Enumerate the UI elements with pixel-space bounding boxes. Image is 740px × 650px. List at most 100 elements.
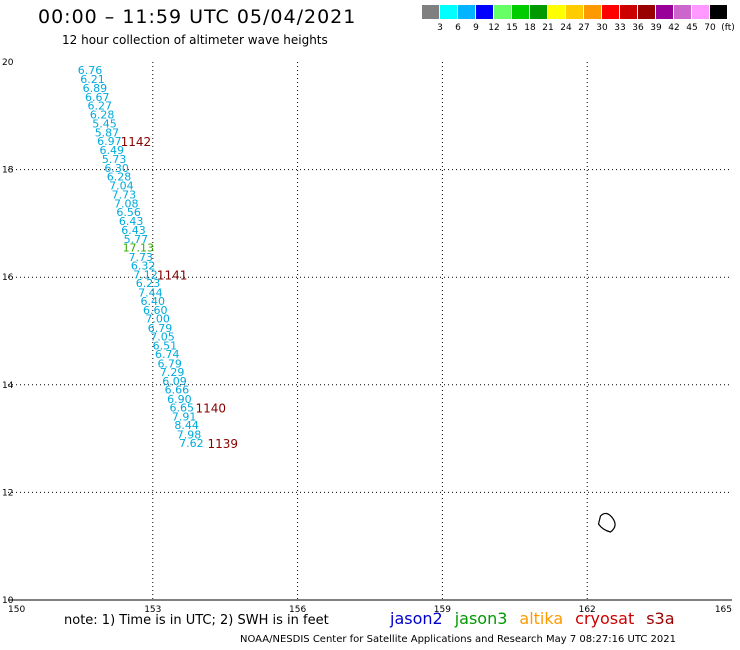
color-swatch bbox=[584, 5, 601, 19]
y-tick-label: 18 bbox=[2, 166, 14, 176]
data-point-label: 7.00 bbox=[145, 313, 170, 326]
color-swatch bbox=[638, 5, 655, 19]
color-scale-label: 36 bbox=[632, 23, 644, 33]
color-scale-label: 15 bbox=[506, 23, 518, 33]
data-point-label: 7.05 bbox=[150, 330, 175, 343]
color-swatch bbox=[458, 5, 475, 19]
data-point-label: 6.65 bbox=[170, 401, 195, 414]
color-swatch bbox=[494, 5, 511, 19]
y-tick-label: 12 bbox=[2, 488, 13, 498]
data-point-label: 7.29 bbox=[160, 366, 185, 379]
color-scale-label: 70 bbox=[704, 23, 716, 33]
mission-legend-item: altika bbox=[519, 609, 564, 628]
chart-title: 00:00 – 11:59 UTC 05/04/2021 bbox=[38, 6, 357, 28]
color-swatch bbox=[440, 5, 457, 19]
data-point-label: 6.23 bbox=[136, 277, 161, 290]
color-scale-label: 33 bbox=[614, 23, 626, 33]
track-id-label: 1142 bbox=[121, 135, 152, 149]
color-swatch bbox=[674, 5, 691, 19]
data-point-label: 7.73 bbox=[112, 188, 137, 201]
data-point-label: 7.08 bbox=[114, 197, 139, 210]
color-scale-label: 3 bbox=[437, 23, 443, 33]
x-tick-label: 162 bbox=[579, 605, 596, 615]
data-point-label: 7.12 bbox=[133, 269, 158, 282]
color-swatch bbox=[512, 5, 529, 19]
color-scale-label: 12 bbox=[488, 23, 500, 33]
data-point-label: 7.62 bbox=[179, 437, 204, 450]
color-swatch bbox=[530, 5, 547, 19]
data-point-label: 6.79 bbox=[157, 357, 182, 370]
data-point-label: 6.97 bbox=[97, 135, 122, 148]
data-point-label: 6.30 bbox=[104, 162, 129, 175]
data-point-label: 6.66 bbox=[165, 384, 190, 397]
mission-legend-item: jason3 bbox=[454, 609, 508, 628]
y-tick-label: 16 bbox=[2, 273, 14, 283]
data-point-label: 6.28 bbox=[107, 171, 132, 184]
data-point-label: 7.98 bbox=[177, 428, 202, 441]
color-swatch bbox=[566, 5, 583, 19]
x-tick-label: 159 bbox=[434, 605, 451, 615]
x-tick-label: 150 bbox=[8, 605, 25, 615]
mission-legend-item: cryosat bbox=[575, 609, 635, 628]
color-scale-label: 45 bbox=[686, 23, 698, 33]
x-tick-label: 165 bbox=[715, 605, 732, 615]
data-point-label: 6.32 bbox=[131, 259, 156, 272]
data-point-label: 6.56 bbox=[116, 206, 141, 219]
color-scale-label: 9 bbox=[473, 23, 479, 33]
data-point-label: 6.27 bbox=[87, 100, 112, 113]
data-point-label: 6.43 bbox=[119, 215, 144, 228]
y-tick-label: 10 bbox=[2, 596, 14, 606]
x-tick-label: 153 bbox=[144, 605, 161, 615]
color-scale-label: 30 bbox=[596, 23, 608, 33]
color-scale-label: 6 bbox=[455, 23, 461, 33]
mission-legend: jason2 jason3 altika cryosat s3a bbox=[390, 609, 687, 628]
data-point-label: 6.40 bbox=[141, 295, 166, 308]
color-swatch bbox=[602, 5, 619, 19]
data-point-label: 6.90 bbox=[167, 393, 192, 406]
color-scale-label: 39 bbox=[650, 23, 662, 33]
color-scale-label: 42 bbox=[668, 23, 680, 33]
data-point-label: 7.44 bbox=[138, 286, 163, 299]
data-point-label: 6.49 bbox=[100, 144, 125, 157]
data-point-label: 6.28 bbox=[90, 109, 115, 122]
data-point-label: 5.87 bbox=[95, 126, 120, 139]
data-point-label: 5.45 bbox=[92, 117, 117, 130]
units-note: note: 1) Time is in UTC; 2) SWH is in fe… bbox=[64, 613, 329, 628]
mission-legend-item: s3a bbox=[646, 609, 675, 628]
data-point-label: 6.43 bbox=[121, 224, 146, 237]
data-point-label: 6.09 bbox=[162, 375, 187, 388]
data-point-label: 7.73 bbox=[128, 251, 153, 264]
color-swatch bbox=[548, 5, 565, 19]
color-swatch bbox=[422, 5, 439, 19]
data-point-label: 6.51 bbox=[153, 340, 178, 353]
data-point-label: 6.79 bbox=[148, 322, 173, 335]
track-id-label: 1141 bbox=[157, 269, 188, 283]
chart-subtitle: 12 hour collection of altimeter wave hei… bbox=[62, 33, 328, 47]
data-point-label: 7.04 bbox=[109, 180, 134, 193]
data-point-label: 6.74 bbox=[155, 348, 180, 361]
x-tick-label: 156 bbox=[289, 605, 306, 615]
track-id-label: 1140 bbox=[195, 401, 226, 415]
data-point-label: 17.13 bbox=[123, 242, 155, 255]
data-point-label: 8.44 bbox=[174, 419, 199, 432]
color-scale-label: 24 bbox=[560, 23, 572, 33]
mission-legend-item: jason2 bbox=[390, 609, 443, 628]
y-tick-label: 14 bbox=[2, 381, 14, 391]
footer-credit: NOAA/NESDIS Center for Satellite Applica… bbox=[240, 634, 676, 645]
color-scale-label: 27 bbox=[578, 23, 590, 33]
data-point-label: 7.91 bbox=[172, 411, 197, 424]
color-scale-label: 18 bbox=[524, 23, 536, 33]
data-point-label: 6.76 bbox=[78, 64, 103, 77]
color-swatch bbox=[620, 5, 637, 19]
data-point-label: 6.21 bbox=[80, 73, 105, 86]
data-point-label: 6.89 bbox=[83, 82, 108, 95]
color-swatch bbox=[692, 5, 709, 19]
island-outline bbox=[597, 512, 616, 533]
color-swatch bbox=[476, 5, 493, 19]
color-swatch bbox=[656, 5, 673, 19]
data-point-label: 5.77 bbox=[124, 233, 149, 246]
color-scale-label: (ft) bbox=[721, 23, 735, 33]
data-point-label: 5.73 bbox=[102, 153, 127, 166]
data-point-label: 6.60 bbox=[143, 304, 168, 317]
